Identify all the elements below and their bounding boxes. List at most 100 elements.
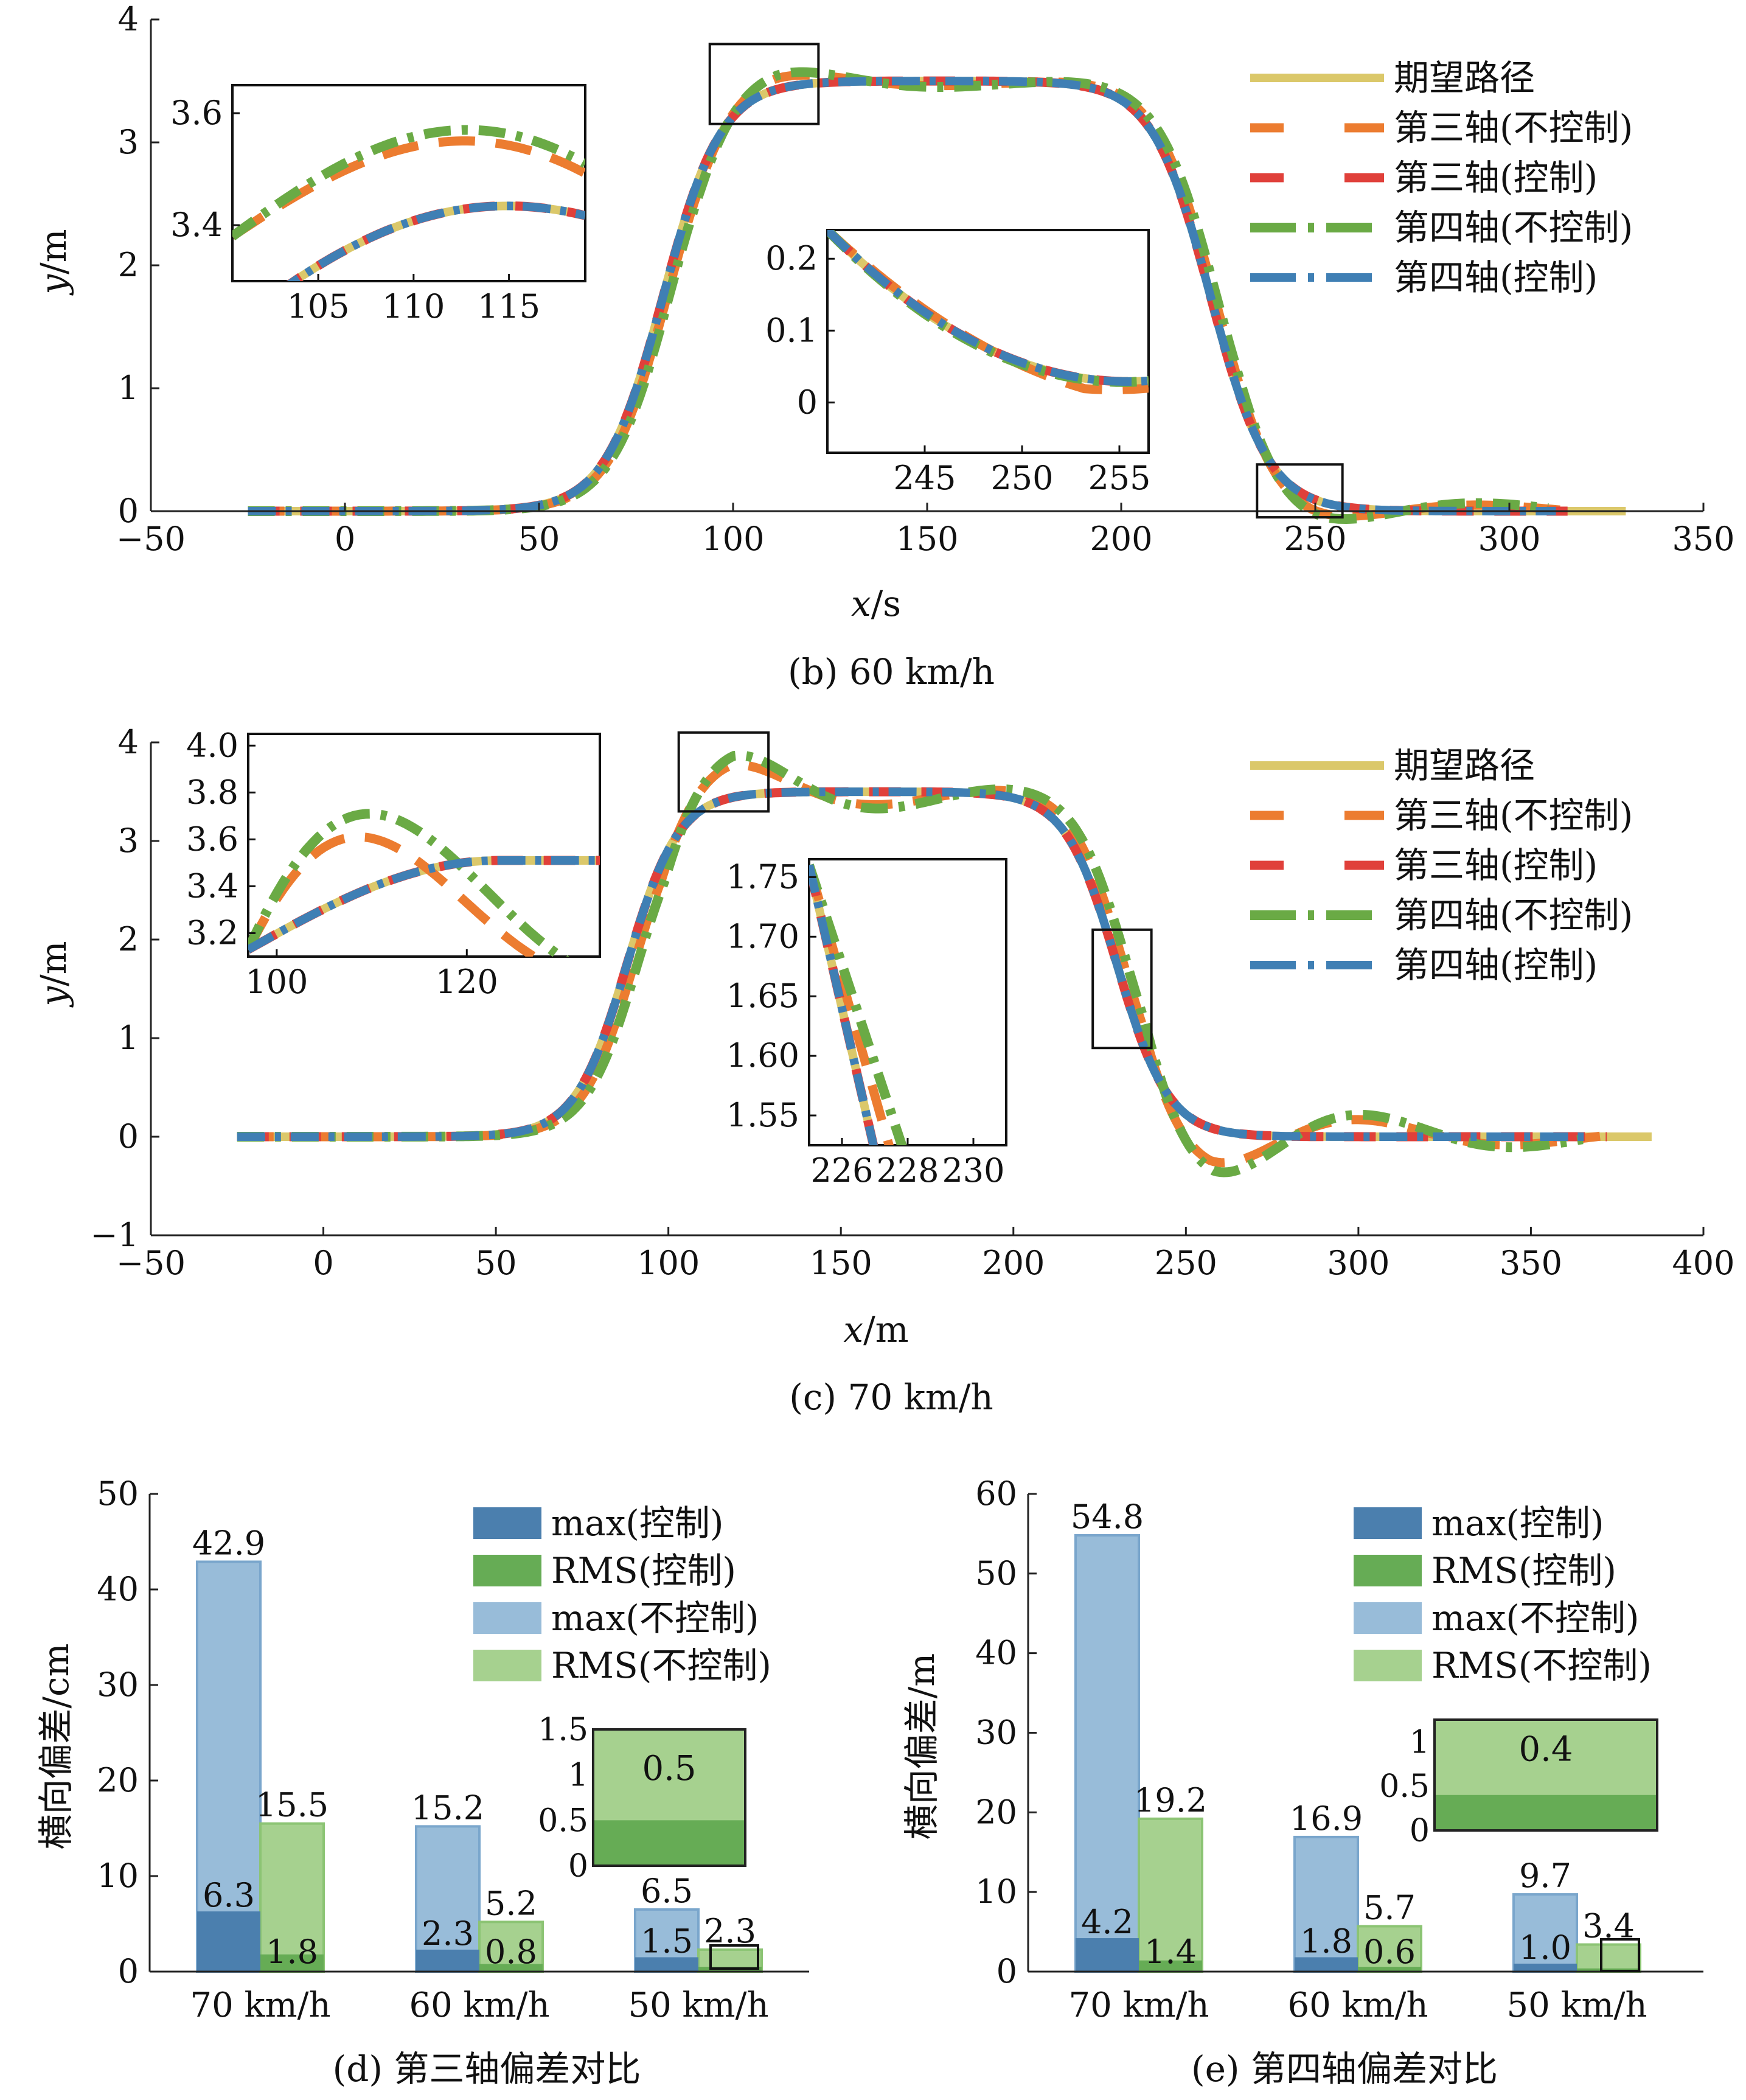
inset-y-tick-label: 3.6 (170, 94, 223, 132)
bar-max-ctrl (1076, 1938, 1139, 1972)
x-tick-label: 0 (335, 520, 355, 558)
inset-y-tick-label: 1 (1410, 1724, 1430, 1760)
inset-series-line-4 (809, 864, 878, 1145)
legend-swatch-3 (1354, 1650, 1422, 1681)
chart-e-ylabel: 横向偏差/m (901, 1653, 942, 1840)
inset-y-tick-label: 3.4 (170, 206, 223, 244)
inset-y-tick-label: 1.65 (726, 977, 799, 1015)
inset-series-line-4 (827, 230, 1149, 386)
bar-label-max-unctrl: 42.9 (192, 1524, 265, 1562)
chart-e-bars: 54.819.24.21.416.95.71.8 0.69.73.41.0 (1071, 1498, 1641, 1973)
y-tick-label: 40 (975, 1634, 1017, 1672)
bar-rms-unctrl (1138, 1817, 1203, 1973)
legend-label-2: max(不控制) (551, 1597, 759, 1639)
legend-label-0: max(控制) (551, 1502, 724, 1544)
bar-max-unctrl (415, 1825, 481, 1973)
chart-c-series (237, 750, 1652, 1177)
bar-rms-ctrl (1139, 1960, 1202, 1972)
zoom-box (1600, 1938, 1640, 1972)
inset-y-tick-label: 0 (568, 1848, 588, 1885)
bar-max-ctrl (635, 1957, 698, 1972)
bar-max-unctrl (1293, 1835, 1359, 1973)
y-tick-label: 0 (118, 1117, 139, 1156)
y-tick-label: −1 (90, 1216, 139, 1254)
chart-c-inset-slope: 226 228 230 1.55 1.60 1.65 1.70 1.75 (726, 857, 1007, 1190)
inset-x-tick-label: 100 (245, 963, 308, 1001)
y-tick-label: 1 (118, 369, 139, 407)
chart-e-caption: (e) 第四轴偏差对比 (1191, 2048, 1498, 2090)
chart-d-legend: max(控制) RMS(控制) max(不控制) RMS(不控制) (473, 1502, 771, 1686)
inset-x-tick-label: 115 (478, 287, 540, 326)
x-tick-label: 150 (810, 1244, 872, 1282)
x-tick-label: 300 (1478, 520, 1540, 558)
inset-y-tick-label: 3.8 (186, 773, 238, 811)
chart-b-ylabel: y/m (33, 229, 74, 296)
x-tick-label: 50 (518, 520, 560, 558)
legend-label-4: 第四轴(控制) (1394, 257, 1598, 298)
bar-label-rms-ctrl: 1.8 (266, 1933, 318, 1971)
legend-label-3: RMS(不控制) (551, 1645, 771, 1686)
y-tick-label: 20 (97, 1761, 139, 1799)
legend-swatch-2 (1354, 1602, 1422, 1634)
x-tick-label: 100 (701, 520, 764, 558)
bar-label-max-ctrl: 1.5 (641, 1922, 693, 1960)
inset-series-line-4 (287, 201, 585, 281)
legend-swatch-1 (473, 1555, 541, 1586)
zoom-box-1 (1256, 463, 1344, 519)
bar-label-max-ctrl: 2.3 (422, 1914, 474, 1953)
bar-rms-unctrl (1576, 1943, 1641, 1973)
x-tick-label: −50 (116, 520, 186, 558)
legend-label-2: 第三轴(控制) (1394, 845, 1598, 886)
inset-series-line-3 (232, 125, 585, 240)
chart-c-inset-peak: 100 120 3.2 3.4 3.6 3.8 4.0 (186, 726, 601, 1001)
inset-x-tick-label: 226 (810, 1151, 873, 1190)
chart-e: 54.819.24.21.416.95.71.8 0.69.73.41.0 70 … (901, 1474, 1703, 2090)
x-tick-label: 50 (475, 1244, 517, 1282)
series-line-4 (237, 787, 1593, 1141)
inset-y-tick-label: 0.5 (1379, 1768, 1430, 1805)
zoom-box-0 (708, 43, 820, 125)
y-tick-label: 1 (118, 1019, 139, 1057)
inset-y-tick-label: 0.1 (765, 311, 818, 349)
inset-y-tick-label: 4.0 (186, 726, 238, 764)
legend-label-3: 第四轴(不控制) (1394, 895, 1633, 936)
legend-swatch-2 (473, 1602, 541, 1634)
chart-c-caption: (c) 70 km/h (789, 1376, 993, 1418)
inset-x-tick-label: 250 (990, 459, 1053, 497)
inset-y-tick-label: 1.60 (726, 1036, 799, 1075)
inset-x-tick-label: 120 (436, 963, 498, 1001)
inset-y-tick-label: 1 (568, 1757, 588, 1794)
chart-c: −50 0 50 100 150 200 250 300 350 400 −1 0 1 2 3 4 100 12… (33, 723, 1735, 1418)
inset-y-tick-label: 3.4 (186, 867, 238, 905)
y-tick-label: 2 (118, 246, 139, 284)
bar-max-ctrl (1514, 1963, 1577, 1972)
chart-b-xlabel: x/s (851, 583, 901, 624)
inset-x-tick-label: 255 (1088, 459, 1150, 497)
y-tick-label: 30 (97, 1666, 139, 1704)
y-tick-label: 20 (975, 1793, 1017, 1831)
bar-label-max-ctrl: 1.0 (1519, 1928, 1571, 1967)
legend-label-0: 期望路径 (1394, 57, 1535, 99)
legend-label-2: max(不控制) (1431, 1597, 1640, 1639)
bar-label-max-ctrl: 1.8 (1300, 1922, 1352, 1960)
bar-label-max-unctrl: 15.2 (411, 1788, 484, 1827)
inset-y-tick-label: 0.5 (538, 1802, 588, 1839)
x-tick-label: 400 (1672, 1244, 1734, 1282)
inset-bar-rms-ctrl (1435, 1795, 1657, 1830)
bar-max-ctrl (416, 1949, 479, 1972)
y-tick-label: 30 (975, 1714, 1017, 1752)
chart-d: 42.9 15.5 6.3 1.8 15.2 5.2 2.3 0.8 6.5 2.3 1.5 70 … (35, 1474, 809, 2090)
legend-label-0: max(控制) (1431, 1502, 1604, 1544)
y-tick-label: 0 (118, 492, 139, 530)
x-tick-label: 350 (1500, 1244, 1562, 1282)
inset-series-line-3 (248, 809, 569, 957)
inset-value-label: 0.4 (1518, 1729, 1573, 1769)
inset-frame (592, 1728, 746, 1867)
inset-y-tick-label: 3.2 (186, 913, 238, 952)
legend-label-3: RMS(不控制) (1431, 1645, 1652, 1686)
legend-label-3: 第四轴(不控制) (1394, 207, 1633, 248)
x-tick-label: 100 (637, 1244, 700, 1282)
inset-y-tick-label: 1.5 (538, 1712, 588, 1748)
